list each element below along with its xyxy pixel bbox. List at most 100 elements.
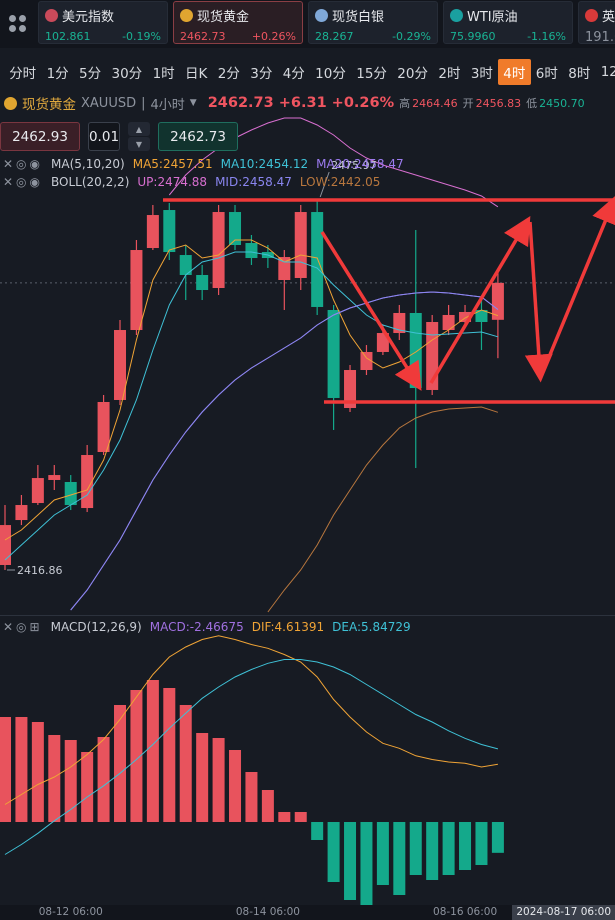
timeframe-tab[interactable]: 30分: [111, 66, 143, 82]
indicator-line: [70, 291, 499, 611]
candle-body: [229, 212, 242, 246]
macd-bar: [360, 822, 373, 905]
price-change-percent: +0.26%: [331, 95, 395, 111]
ticker-card[interactable]: WTI原油 75.9960 -1.16%: [443, 1, 573, 44]
macd-bar: [459, 822, 472, 870]
ticker-icon: [315, 9, 328, 22]
open-label: 开: [462, 97, 474, 110]
candle-body: [327, 309, 340, 398]
candle-body: [97, 401, 110, 453]
ticker-card[interactable]: 现货黄金 2462.73 +0.26%: [173, 1, 303, 44]
legend-entry: MID:2458.47: [215, 175, 292, 189]
indicator-name: BOLL(20,2,2): [51, 175, 130, 189]
candle-body: [114, 330, 127, 400]
ticker-change: -1.16%: [527, 30, 566, 43]
x-tick-label: 08-16 06:00: [433, 906, 498, 918]
timeframe-tab[interactable]: 3时: [470, 66, 493, 82]
period-select[interactable]: 4小时: [150, 97, 185, 113]
legend-entry: UP:2474.88: [137, 175, 208, 189]
timeframe-tab[interactable]: 5分: [79, 66, 102, 82]
timeframe-tab[interactable]: 日K: [185, 66, 208, 82]
macd-bar: [179, 705, 192, 822]
candle-body: [179, 255, 192, 275]
decrease-button[interactable]: ▼: [128, 137, 150, 151]
legend-entry: DEA:5.84729: [332, 620, 411, 634]
macd-bar: [48, 735, 61, 822]
timeframe-tab[interactable]: 1分: [46, 66, 69, 82]
ticker-values: 2462.73 +0.26%: [180, 30, 296, 43]
macd-bar: [278, 812, 291, 822]
ticker-card[interactable]: 美元指数 102.861 -0.19%: [38, 1, 168, 44]
ticker-name: WTI原油: [467, 10, 518, 25]
macd-bar: [311, 822, 324, 840]
candle-body: [344, 370, 357, 409]
ticker-change: -0.29%: [392, 30, 431, 43]
legend-entry: DIF:4.61391: [251, 620, 325, 634]
ticker-price: 28.267: [315, 30, 354, 43]
ticker-price: 102.861: [45, 30, 91, 43]
timeframe-tab[interactable]: 2分: [217, 66, 240, 82]
menu-button[interactable]: [0, 0, 34, 46]
candle-body: [212, 212, 225, 289]
ticker-icon: [585, 9, 598, 22]
sell-button[interactable]: 2462.93: [0, 122, 80, 151]
candle-body: [442, 314, 455, 331]
macd-line: [4, 659, 499, 855]
dropdown-caret[interactable]: ▼: [189, 98, 197, 108]
ticker-card[interactable]: 英 191.6: [578, 1, 615, 45]
ticker-card[interactable]: 现货白银 28.267 -0.29%: [308, 1, 438, 44]
high-label: 高: [399, 97, 411, 110]
candle-body: [196, 274, 209, 291]
candle-body: [294, 212, 307, 278]
candle-body: [426, 321, 439, 390]
time-axis: 08-12 06:00 08-14 06:00 08-16 06:00 2024-08…: [0, 905, 615, 920]
candle-body: [245, 243, 258, 259]
symbol-name[interactable]: 现货黄金: [22, 97, 76, 113]
legend-entry: LOW:2442.05: [299, 175, 381, 189]
macd-bar: [475, 822, 488, 865]
timeframe-tab[interactable]: 4分: [282, 66, 305, 82]
symbol-code: XAUUSD: [81, 95, 137, 111]
timeframe-tab[interactable]: 1时: [152, 66, 175, 82]
candle-body: [31, 478, 44, 504]
timeframe-tab[interactable]: 6时: [535, 66, 558, 82]
ticker-values: 191.6: [585, 30, 615, 45]
timeframe-tab[interactable]: 分时: [9, 66, 37, 82]
increase-button[interactable]: ▲: [128, 122, 150, 136]
timeframe-bar: 分时 1分 5分 30分 1时 日K 2分 3分 4分 10分 15分 20分 2时 3时 4时 6时 8时 12: [0, 58, 615, 86]
legend-icons[interactable]: ✕◎⊞: [3, 620, 43, 634]
macd-bar: [0, 717, 11, 822]
macd-bar: [64, 740, 77, 822]
quantity-input[interactable]: 0.01: [88, 122, 120, 151]
macd-bar: [294, 812, 307, 822]
buy-button[interactable]: 2462.73: [158, 122, 238, 151]
legend-icons[interactable]: ✕◎◉: [3, 175, 43, 189]
cursor-time-label: 2024-08-17 06:00: [512, 905, 615, 920]
timeframe-tab[interactable]: 10分: [315, 66, 346, 82]
legend-icons[interactable]: ✕◎◉: [3, 157, 43, 171]
ticker-name: 现货白银: [332, 10, 385, 25]
candle-body: [130, 250, 143, 331]
timeframe-tab[interactable]: 4时: [498, 59, 531, 85]
timeframe-tab[interactable]: 8时: [568, 66, 591, 82]
macd-bar: [229, 750, 242, 822]
timeframe-tab[interactable]: 2时: [438, 66, 461, 82]
ma-legend: ✕◎◉ MA(5,10,20) MA5:2457.51 MA10:2454.12 MA2…: [0, 157, 404, 171]
macd-bar: [146, 680, 159, 822]
timeframe-tab[interactable]: 20分: [397, 66, 428, 82]
ticker-icon: [45, 9, 58, 22]
ticker-name: 英: [602, 10, 615, 25]
indicator-line: [267, 406, 499, 613]
timeframe-tab[interactable]: 15分: [356, 66, 387, 82]
candle-body: [311, 212, 324, 307]
candle-body: [48, 475, 61, 480]
macd-bar: [393, 822, 406, 895]
macd-value: MACD:-2.46675: [149, 620, 244, 634]
ticker-name-row: 现货白银: [315, 6, 431, 25]
timeframe-tab[interactable]: 12: [600, 64, 615, 80]
timeframe-tab[interactable]: 3分: [250, 66, 273, 82]
ticker-name: 现货黄金: [197, 10, 250, 25]
indicator-name: MACD(12,26,9): [50, 620, 142, 634]
candle-body: [376, 333, 389, 352]
